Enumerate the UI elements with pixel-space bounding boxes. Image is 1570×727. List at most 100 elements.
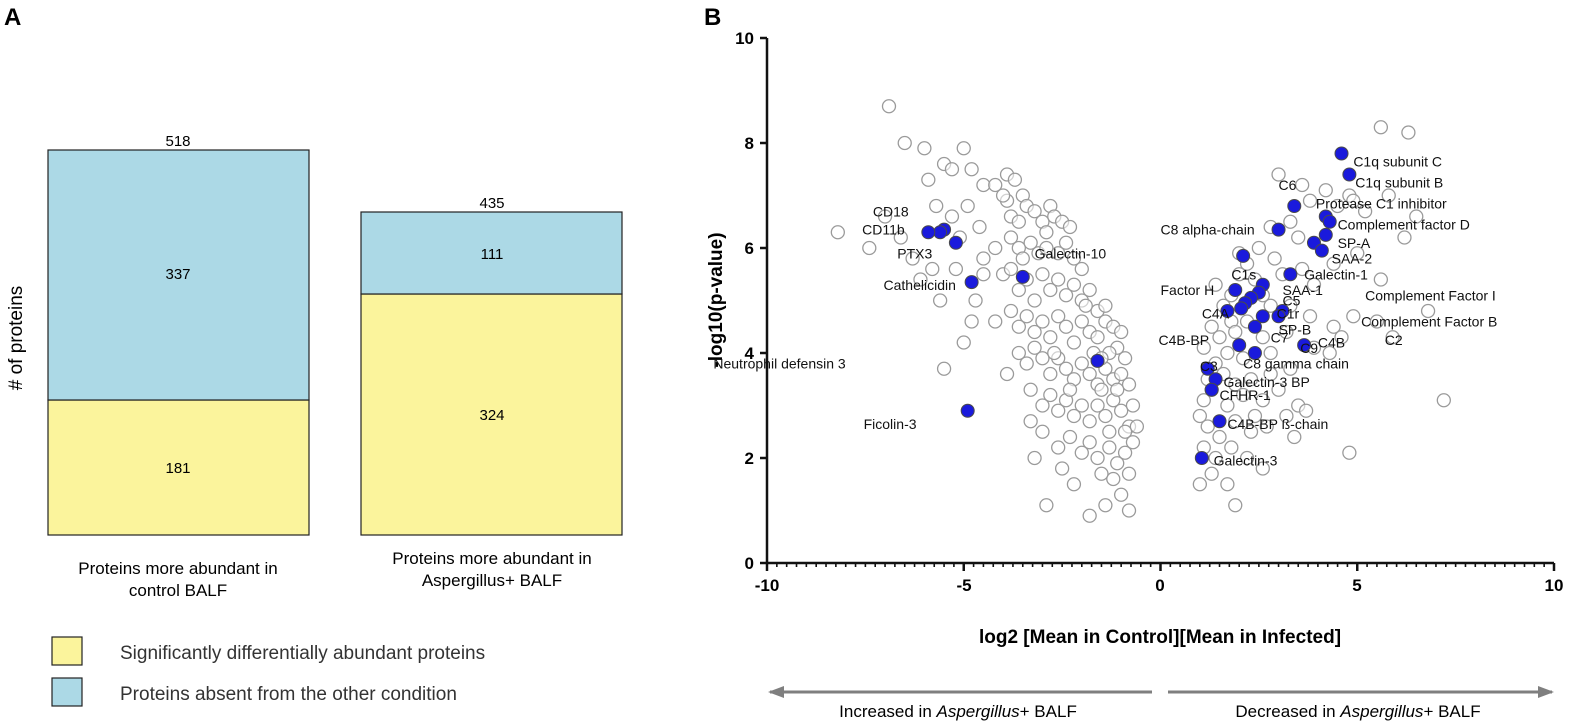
bar-1-category-line-2: control BALF — [129, 581, 227, 600]
scatter-point — [1334, 330, 1349, 345]
open-points — [830, 99, 1451, 523]
scatter-point — [1346, 193, 1361, 208]
bar-1-category-line-1: Proteins more abundant in — [78, 559, 277, 578]
scatter-point — [972, 219, 987, 235]
scatter-point — [1082, 414, 1097, 429]
scatter-point — [1074, 314, 1089, 329]
scatter-point — [1196, 340, 1211, 355]
scatter-point — [921, 172, 936, 187]
scatter-point — [1102, 424, 1117, 439]
scatter-point — [960, 198, 975, 214]
scatter-point — [1003, 230, 1019, 245]
legend-swatch-significant — [51, 636, 83, 666]
scatter-point — [1208, 277, 1223, 292]
y-ticks: 0 2 4 6 8 10 — [735, 29, 767, 573]
highlighted-point — [1314, 243, 1329, 258]
scatter-point — [1090, 450, 1105, 466]
scatter-point — [1420, 303, 1436, 319]
panel-label-a: A — [4, 4, 21, 31]
scatter-point — [1003, 261, 1019, 277]
scatter-point — [1074, 356, 1089, 371]
legend-swatch-absent — [51, 677, 83, 707]
scatter-point — [1090, 398, 1105, 413]
scatter-point — [1051, 272, 1066, 287]
scatter-point — [1051, 440, 1066, 455]
scatter-point — [1129, 419, 1145, 434]
scatter-point — [917, 141, 932, 156]
scatter-point — [1220, 398, 1235, 413]
bar-group-aspergillus: 324 111 435 Proteins more abundant in As… — [360, 195, 623, 590]
scatter-point — [1027, 293, 1042, 308]
scatter-point — [1011, 345, 1026, 361]
y-tick-label-10: 10 — [735, 29, 754, 48]
highlighted-point — [1232, 338, 1247, 353]
scatter-point — [1350, 246, 1365, 261]
scatter-point — [988, 240, 1003, 256]
scatter-point — [968, 293, 983, 308]
point-label: C5 — [1282, 293, 1300, 309]
scatter-point — [1125, 398, 1141, 413]
highlighted-point — [1287, 199, 1302, 213]
highlighted-point — [1255, 309, 1270, 324]
point-label: C3 — [1200, 358, 1218, 374]
scatter-point — [1058, 288, 1074, 303]
scatter-point — [1062, 219, 1078, 235]
highlighted-point — [948, 235, 963, 250]
y-tick-label-8: 8 — [745, 134, 754, 153]
scatter-point — [1011, 282, 1026, 298]
scatter-point — [1228, 414, 1243, 429]
point-label: Cathelicidin — [884, 277, 956, 293]
scatter-point — [1235, 351, 1251, 366]
scatter-point — [1110, 456, 1125, 471]
scatter-point — [1192, 408, 1207, 424]
right-arrow-suffix: + BALF — [1423, 702, 1480, 721]
scatter-point — [1295, 261, 1310, 277]
scatter-point — [1232, 267, 1247, 282]
scatter-point — [1326, 256, 1341, 271]
scatter-point — [1271, 167, 1286, 182]
scatter-point — [1283, 214, 1298, 229]
scatter-point — [1346, 309, 1361, 324]
point-label: SAA-1 — [1282, 282, 1323, 298]
point-label: C8 gamma chain — [1243, 356, 1349, 372]
bar-1-significant-label: 181 — [165, 460, 190, 477]
scatter-point — [1228, 498, 1243, 513]
scatter-point — [1121, 377, 1137, 392]
highlighted-point — [1194, 451, 1209, 465]
scatter-point — [1066, 277, 1082, 292]
scatter-point — [1054, 461, 1070, 476]
y-tick-label-0: 0 — [745, 554, 754, 573]
scatter-point — [1062, 429, 1078, 445]
scatter-point — [995, 188, 1011, 203]
bar-2-significant-label: 324 — [479, 407, 504, 424]
scatter-point — [1098, 298, 1113, 313]
scatter-point — [956, 335, 971, 350]
scatter-point — [1357, 204, 1373, 219]
scatter-point — [1015, 251, 1030, 266]
scatter-point — [1295, 177, 1310, 193]
bar-ylabel: # of proteins — [6, 286, 27, 391]
scatter-point — [999, 366, 1015, 382]
point-label: CD11b — [862, 222, 905, 238]
scatter-point — [1035, 267, 1050, 282]
scatter-point — [1117, 351, 1133, 366]
scatter-point — [929, 198, 944, 214]
scatter-point — [897, 135, 912, 151]
scatter-point — [1074, 398, 1089, 413]
scatter-point — [1255, 330, 1270, 345]
scatter-point — [1204, 319, 1219, 334]
scatter-point — [1436, 393, 1451, 408]
scatter-point — [936, 361, 952, 376]
scatter-point — [1082, 508, 1097, 523]
point-label: Protease C1 inhibitor — [1316, 195, 1447, 211]
scatter-point — [1330, 198, 1345, 214]
panel-a: A # of proteins 181 337 518 Proteins mor… — [4, 4, 623, 707]
scatter-point — [1035, 314, 1050, 329]
scatter-point — [1078, 298, 1093, 313]
scatter-point — [1094, 382, 1109, 397]
scatter-point — [976, 267, 991, 282]
scatter-point — [1023, 235, 1038, 250]
scatter-point — [1114, 366, 1129, 382]
x-tick-label-5: 5 — [1352, 576, 1361, 595]
